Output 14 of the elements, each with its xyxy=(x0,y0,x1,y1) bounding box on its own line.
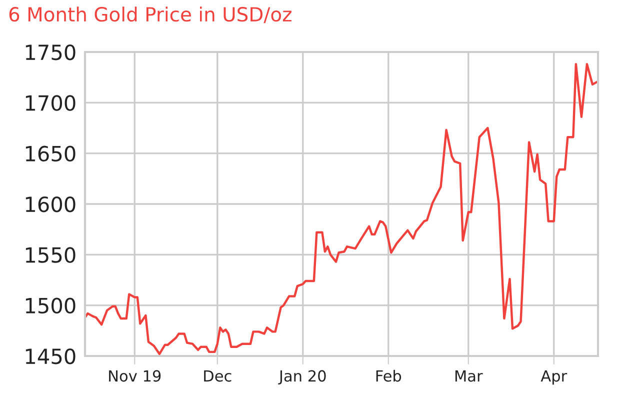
y-tick-label: 1750 xyxy=(26,44,76,60)
y-tick-label: 1600 xyxy=(26,196,76,212)
x-tick-label: Jan 20 xyxy=(278,370,326,385)
y-tick-label: 1450 xyxy=(26,348,76,364)
y-tick-label: 1550 xyxy=(26,247,76,263)
y-tick-label: 1650 xyxy=(26,146,76,162)
y-tick-label: 1500 xyxy=(26,298,76,314)
x-tick-label: Feb xyxy=(376,370,402,382)
x-tick-label: Apr xyxy=(540,370,568,385)
x-tick-label: Nov 19 xyxy=(109,370,161,382)
chart-title: 6 Month Gold Price in USD/oz xyxy=(9,6,292,24)
x-tick-label: Mar xyxy=(455,370,483,382)
x-tick-label: Dec xyxy=(204,370,232,382)
y-tick-label: 1700 xyxy=(26,95,76,111)
